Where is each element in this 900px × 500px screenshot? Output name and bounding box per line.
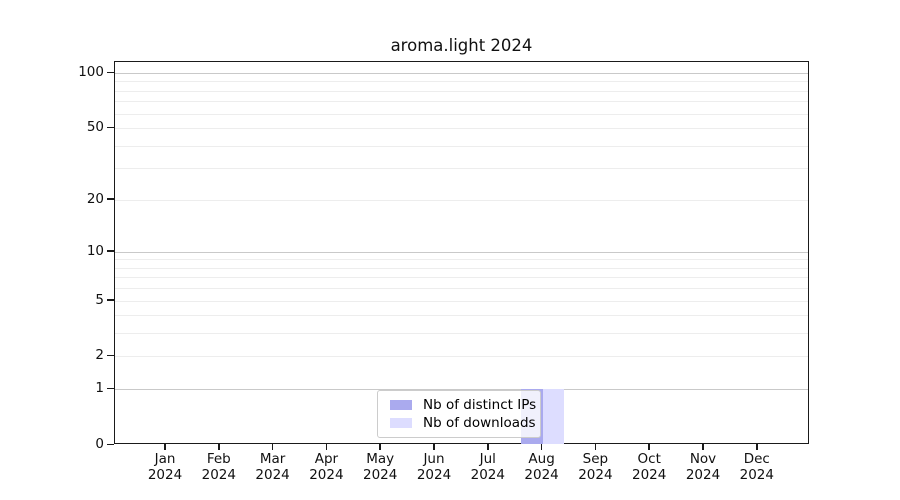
gridline-minor-30 (115, 168, 808, 170)
month-name: May (366, 451, 395, 467)
y-tick-label-5: 5 (95, 291, 104, 308)
gridline-minor-80 (115, 90, 808, 92)
legend-row-distinct-ips: Nb of distinct IPs (390, 396, 536, 414)
legend: Nb of distinct IPs Nb of downloads (377, 390, 541, 438)
month-name: Jun (423, 451, 445, 467)
gridline-minor-40 (115, 145, 808, 147)
x-tick-mark-dec (756, 444, 758, 450)
x-tick-label-jul: Jul 2024 (456, 451, 520, 483)
legend-swatch-downloads (390, 418, 412, 428)
x-tick-mark-apr (325, 444, 328, 450)
y-tick-mark-100 (107, 71, 114, 73)
x-tick-mark-oct (648, 444, 650, 450)
x-tick-label-dec: Dec 2024 (725, 451, 789, 483)
bar-downloads-aug (542, 389, 565, 444)
gridline-minor-90 (115, 81, 808, 83)
plot-area: Nb of distinct IPs Nb of downloads (114, 61, 809, 444)
month-name: Apr (314, 451, 339, 467)
y-tick-label-100: 100 (78, 64, 104, 80)
x-tick-label-mar: Mar 2024 (241, 451, 305, 483)
y-tick-label-1: 1 (95, 380, 104, 397)
month-year: 2024 (255, 466, 290, 483)
gridline-major-1 (115, 389, 808, 391)
x-tick-mark-mar (271, 444, 274, 450)
month-name: Feb (206, 451, 231, 467)
month-year: 2024 (578, 466, 613, 483)
y-tick-label-10: 10 (86, 242, 104, 259)
month-year: 2024 (739, 466, 774, 483)
y-tick-mark-20 (107, 198, 114, 200)
x-tick-label-aug: Aug 2024 (510, 451, 574, 483)
y-tick-label-20: 20 (86, 190, 104, 207)
gridline-minor-8 (115, 267, 808, 269)
month-name: Sep (582, 451, 609, 467)
y-tick-mark-50 (107, 126, 114, 129)
gridline-minor-60 (115, 113, 808, 115)
month-year: 2024 (524, 466, 559, 483)
gridline-minor-20 (115, 199, 808, 201)
x-tick-label-apr: Apr 2024 (294, 451, 358, 483)
x-tick-label-sep: Sep 2024 (563, 451, 627, 483)
x-tick-label-jan: Jan 2024 (133, 451, 197, 483)
x-tick-mark-jan (164, 444, 166, 450)
x-tick-label-jun: Jun 2024 (402, 451, 466, 483)
gridline-minor-9 (115, 259, 808, 261)
y-tick-label-0: 0 (95, 436, 104, 452)
x-tick-label-may: May 2024 (348, 451, 412, 483)
month-year: 2024 (685, 466, 721, 483)
month-year: 2024 (470, 466, 505, 483)
x-tick-mark-nov (702, 444, 704, 450)
gridline-minor-2 (115, 356, 808, 358)
y-tick-mark-2 (107, 354, 114, 357)
month-name: Jan (154, 451, 176, 467)
gridline-major-10 (115, 251, 808, 253)
month-year: 2024 (309, 466, 344, 483)
month-year: 2024 (632, 466, 667, 483)
gridline-minor-5 (115, 300, 808, 302)
y-tick-mark-0 (107, 443, 114, 445)
gridline-minor-50 (115, 128, 808, 130)
x-tick-mark-may (379, 444, 381, 450)
y-tick-label-50: 50 (86, 119, 104, 136)
x-tick-mark-feb (218, 444, 220, 450)
y-tick-mark-5 (107, 299, 114, 301)
month-name: Jul (479, 451, 496, 467)
month-name: Dec (743, 451, 770, 467)
gridline-minor-3 (115, 333, 808, 335)
y-tick-mark-1 (107, 387, 114, 390)
month-name: Oct (637, 451, 661, 467)
month-year: 2024 (416, 466, 452, 483)
gridline-minor-6 (115, 288, 808, 290)
month-year: 2024 (147, 466, 183, 483)
chart-title: aroma.light 2024 (390, 36, 533, 55)
month-name: Mar (259, 451, 286, 467)
month-year: 2024 (201, 466, 236, 483)
x-tick-mark-jun (433, 444, 435, 450)
legend-label-downloads: Nb of downloads (423, 415, 536, 431)
legend-label-distinct-ips: Nb of distinct IPs (423, 397, 537, 413)
month-name: Nov (689, 451, 717, 467)
month-year: 2024 (363, 466, 398, 483)
gridline-minor-70 (115, 101, 808, 103)
x-tick-label-nov: Nov 2024 (671, 451, 735, 483)
month-name: Aug (528, 451, 555, 467)
x-tick-mark-aug (540, 444, 543, 450)
y-tick-mark-10 (107, 250, 114, 252)
legend-row-downloads: Nb of downloads (390, 414, 536, 432)
x-tick-mark-jul (487, 444, 489, 450)
legend-swatch-distinct-ips (390, 400, 412, 410)
y-tick-label-2: 2 (95, 347, 104, 364)
x-tick-label-feb: Feb 2024 (187, 451, 251, 483)
x-tick-label-oct: Oct 2024 (617, 451, 681, 483)
gridline-minor-4 (115, 315, 808, 317)
x-tick-mark-sep (594, 444, 597, 450)
gridline-minor-7 (115, 277, 808, 279)
gridline-major-100 (115, 73, 808, 74)
